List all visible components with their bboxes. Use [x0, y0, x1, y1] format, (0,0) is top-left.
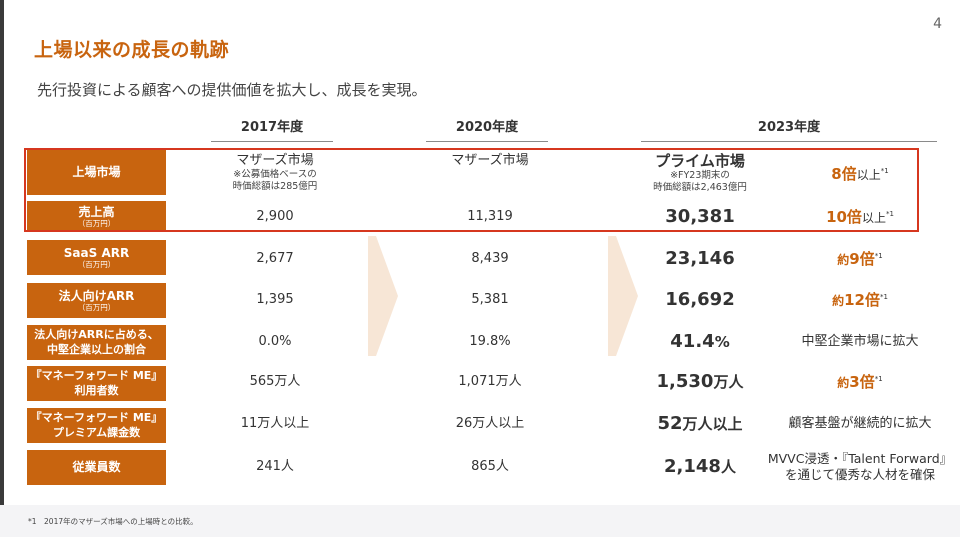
growth-arrow-icon: [608, 236, 638, 356]
saas-arr-2020: 8,439: [471, 251, 509, 267]
me-premium-comment: 顧客基盤が継続的に拡大: [788, 415, 932, 431]
row-label-employees: 従業員数: [27, 450, 166, 485]
page-title: 上場以来の成長の軌跡: [34, 39, 230, 61]
employees-2023: 2,148人: [664, 456, 736, 478]
employees-comment: MVVC浸透・『Talent Forward』 を通じて優秀な人材を確保: [767, 450, 953, 482]
me-users-2023: 1,530万人: [656, 371, 744, 393]
employees-2017: 241人: [256, 459, 294, 475]
left-edge-bar: [0, 0, 4, 537]
footnote: *1 2017年のマザーズ市場への上場時との比較。: [28, 517, 198, 526]
listing-market-2017: マザーズ市場 ※公募価格ベースの 時価総額は285億円: [232, 153, 318, 192]
listing-market-2020: マザーズ市場: [451, 153, 529, 169]
row-label-revenue: 売上高 （百万円）: [27, 201, 166, 232]
row-label-listing-market: 上場市場: [27, 150, 166, 195]
row-label-saas-arr: SaaS ARR （百万円）: [27, 240, 166, 275]
listing-market-2023: プライム市場 ※FY23期末の 時価総額は2,463億円: [653, 152, 747, 193]
corporate-arr-2023: 16,692: [665, 289, 735, 311]
midsize-share-comment: 中堅企業市場に拡大: [801, 333, 919, 349]
corporate-arr-multiple: 約12倍*1: [832, 291, 888, 309]
midsize-share-2020: 19.8%: [469, 334, 511, 350]
footer-band: [0, 505, 960, 537]
page-number: 4: [933, 16, 942, 32]
saas-arr-multiple: 約9倍*1: [837, 250, 883, 268]
me-premium-2017: 11万人以上: [240, 416, 310, 432]
listing-market-multiple: 8倍以上*1: [831, 165, 889, 183]
row-label-midsize-share: 法人向けARRに占める、 中堅企業以上の割合: [27, 325, 166, 360]
saas-arr-2017: 2,677: [256, 251, 294, 267]
me-users-2017: 565万人: [249, 374, 301, 390]
corporate-arr-2020: 5,381: [471, 292, 509, 308]
row-label-corporate-arr: 法人向けARR （百万円）: [27, 283, 166, 318]
year-header-2017: 2017年度: [211, 116, 333, 142]
me-users-2020: 1,071万人: [458, 374, 522, 390]
year-header-2020: 2020年度: [426, 116, 548, 142]
revenue-2020: 11,319: [467, 209, 513, 225]
corporate-arr-2017: 1,395: [256, 292, 294, 308]
row-label-me-premium: 『マネーフォワード ME』 プレミアム課金数: [27, 408, 166, 443]
revenue-2017: 2,900: [256, 209, 294, 225]
revenue-multiple: 10倍以上*1: [826, 208, 894, 226]
me-users-multiple: 約3倍*1: [837, 373, 883, 391]
me-premium-2023: 52万人以上: [657, 413, 743, 435]
employees-2020: 865人: [471, 459, 509, 475]
row-label-me-users: 『マネーフォワード ME』 利用者数: [27, 366, 166, 401]
year-header-2023: 2023年度: [641, 116, 937, 142]
midsize-share-2023: 41.4%: [670, 331, 730, 353]
saas-arr-2023: 23,146: [665, 248, 735, 270]
growth-arrow-icon: [368, 236, 398, 356]
me-premium-2020: 26万人以上: [455, 416, 525, 432]
revenue-2023: 30,381: [665, 206, 735, 228]
page-subtitle: 先行投資による顧客への提供価値を拡大し、成長を実現。: [37, 81, 427, 99]
midsize-share-2017: 0.0%: [258, 334, 292, 350]
highlight-box: [24, 148, 919, 232]
